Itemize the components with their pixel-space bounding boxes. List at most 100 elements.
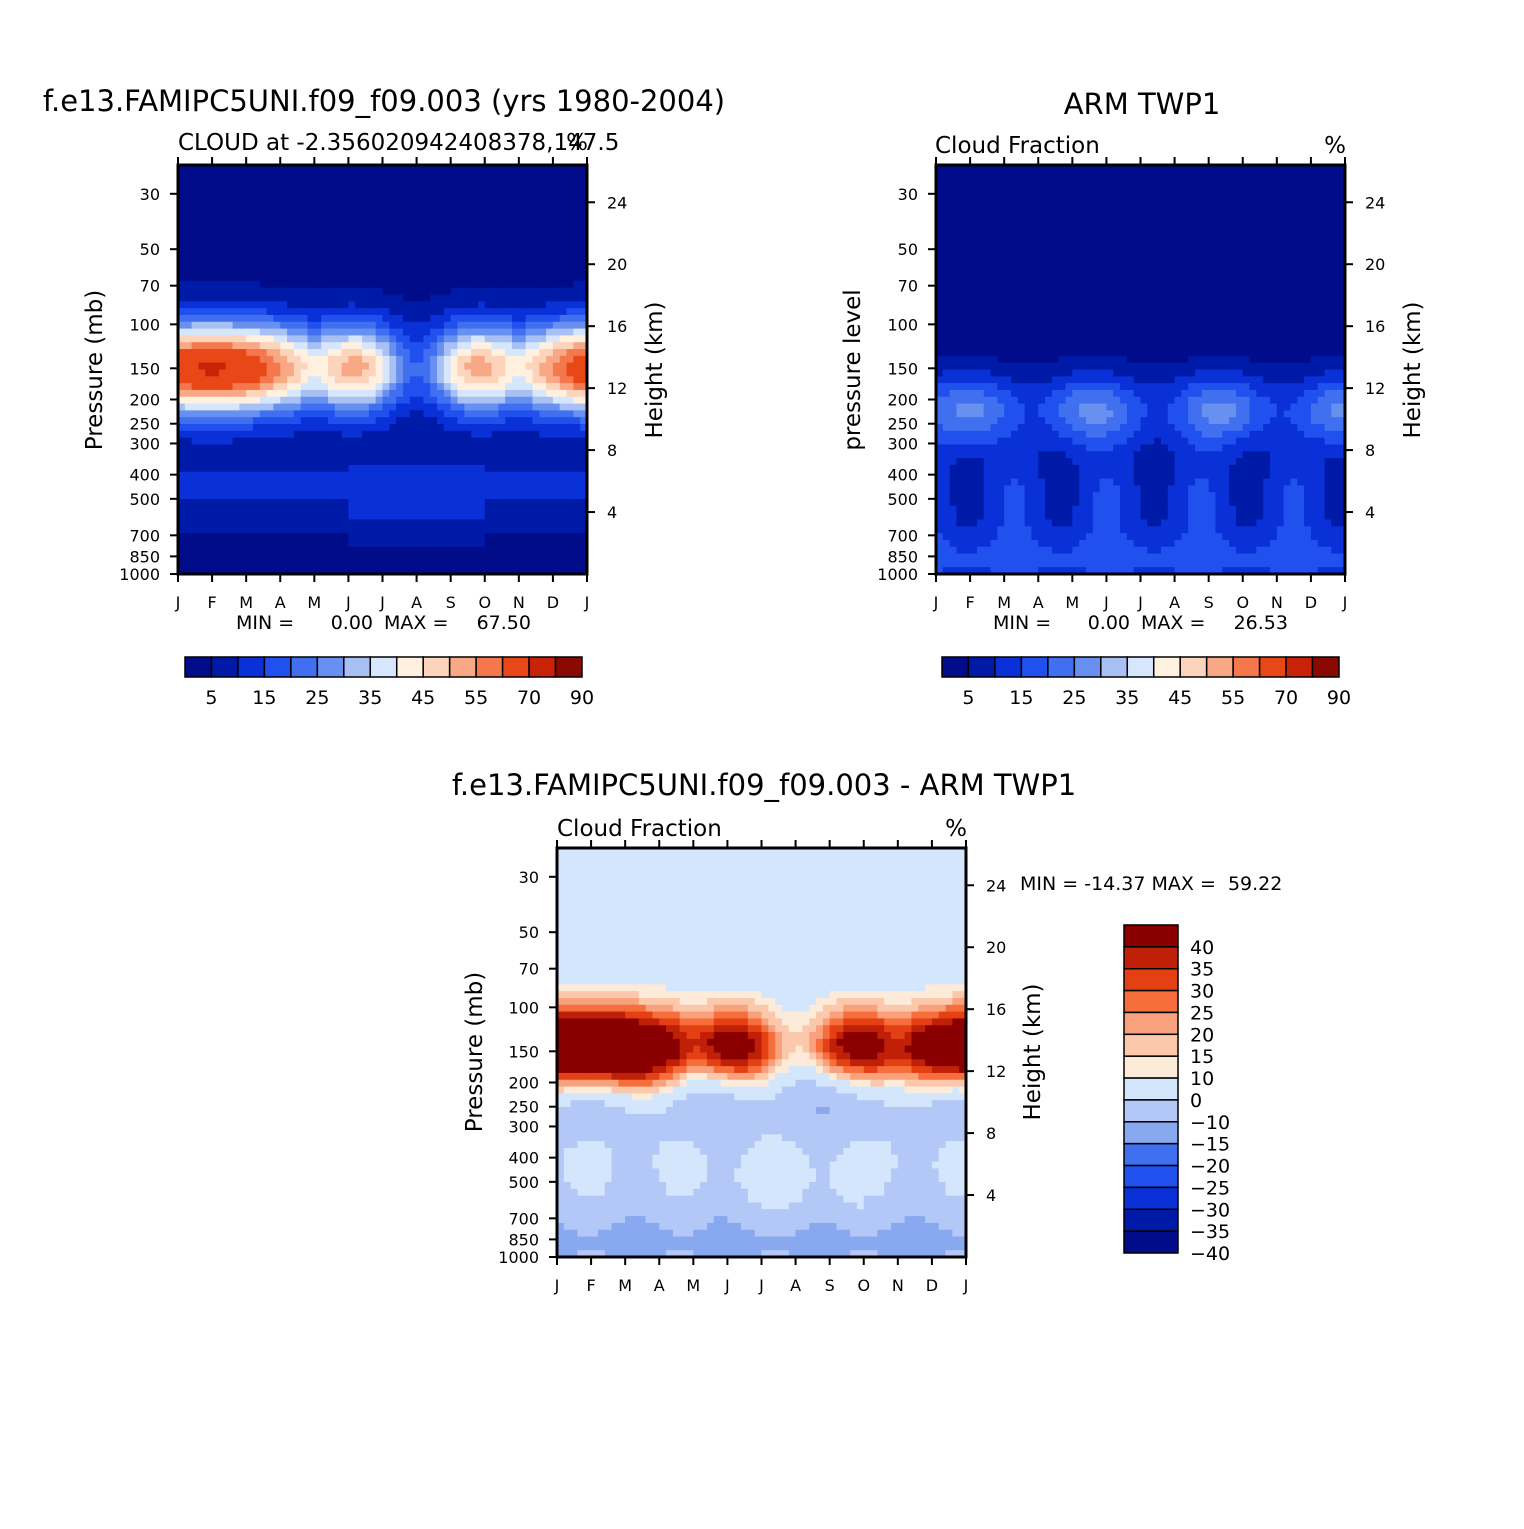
obs-cell	[1085, 308, 1094, 316]
obs-cell	[1154, 287, 1162, 296]
model-cell	[532, 321, 540, 330]
model-cell	[566, 342, 574, 350]
model-cell	[396, 553, 404, 561]
obs-cell	[1106, 178, 1114, 187]
model-cell	[518, 287, 527, 296]
obs-cell	[1201, 205, 1210, 214]
obs-cell	[1004, 165, 1012, 173]
model-cell	[321, 546, 329, 555]
model-cell	[416, 417, 424, 425]
model-cell	[471, 492, 479, 500]
model-cell	[246, 369, 254, 377]
model-cell	[205, 287, 213, 296]
model-cell	[184, 403, 193, 411]
obs-cell	[949, 287, 958, 296]
model-cell	[314, 287, 322, 296]
model-cell	[362, 464, 370, 473]
obs-cell	[1297, 226, 1305, 234]
model-cell	[450, 560, 459, 568]
model-cell	[409, 205, 418, 214]
obs-cell	[1045, 253, 1053, 262]
model-cell	[437, 430, 445, 439]
model-cell	[368, 512, 377, 521]
model-cell	[573, 526, 581, 534]
model-cell	[239, 512, 247, 521]
model-cell	[334, 492, 343, 500]
obs-cell	[1167, 308, 1176, 316]
model-cell	[532, 274, 540, 282]
model-cell	[484, 478, 493, 486]
model-cell	[287, 464, 295, 473]
obs-cell	[1072, 199, 1080, 207]
model-cell	[259, 280, 268, 289]
model-cell	[580, 294, 588, 302]
model-cell	[252, 430, 261, 439]
model-cell	[225, 471, 234, 480]
obs-cell	[1201, 239, 1210, 248]
obs-cell	[1065, 233, 1073, 241]
model-cell	[423, 355, 431, 364]
model-cell	[321, 505, 329, 514]
model-cell	[505, 369, 513, 377]
obs-cell	[976, 205, 985, 214]
obs-cell	[1229, 253, 1237, 262]
model-cell	[280, 246, 288, 255]
model-cell	[477, 205, 486, 214]
model-cell	[450, 403, 459, 411]
model-cell	[191, 369, 200, 377]
model-cell	[566, 205, 574, 214]
model-cell	[232, 471, 240, 480]
obs-cell	[963, 314, 971, 323]
model-cell	[539, 505, 547, 514]
obs-cell	[1276, 219, 1285, 227]
model-cell	[293, 335, 302, 343]
model-cell	[218, 308, 227, 316]
model-cell	[212, 219, 220, 227]
model-cell	[525, 478, 534, 486]
model-cell	[293, 226, 302, 234]
model-cell	[355, 376, 363, 384]
model-cell	[484, 362, 493, 371]
model-cell	[512, 464, 520, 473]
model-cell	[314, 553, 322, 561]
obs-cell	[1256, 192, 1264, 200]
model-cell	[498, 267, 506, 275]
model-cell	[307, 444, 315, 452]
obs-cell	[1147, 219, 1155, 227]
obs-cell	[1031, 212, 1039, 221]
model-cell	[191, 314, 200, 323]
model-cell	[375, 369, 384, 377]
model-cell	[450, 314, 459, 323]
obs-cell	[1024, 287, 1033, 296]
model-cell	[416, 308, 424, 316]
model-cell	[321, 212, 329, 221]
obs-cell	[1310, 205, 1319, 214]
model-cell	[457, 499, 465, 507]
model-cell	[580, 335, 588, 343]
model-cell	[525, 417, 534, 425]
model-cell	[566, 451, 574, 459]
model-cell	[566, 192, 574, 200]
obs-cell	[1242, 280, 1251, 289]
obs-cell	[1085, 233, 1094, 241]
obs-cell	[1229, 267, 1237, 275]
obs-cell	[1133, 212, 1142, 221]
model-cell	[362, 253, 370, 262]
model-cell	[218, 362, 227, 371]
model-cell	[430, 505, 438, 514]
obs-cell	[963, 246, 971, 255]
model-cell	[498, 199, 506, 207]
model-cell	[546, 458, 554, 466]
model-cell	[198, 389, 206, 398]
model-cell	[437, 471, 445, 480]
model-cell	[368, 505, 377, 514]
obs-cell	[1092, 205, 1101, 214]
model-cell	[327, 171, 336, 180]
model-cell	[178, 314, 186, 323]
obs-cell	[1242, 260, 1251, 268]
obs-cell	[949, 239, 958, 248]
model-cell	[368, 492, 377, 500]
model-cell	[178, 369, 186, 377]
obs-cell	[1017, 219, 1026, 227]
model-cell	[191, 294, 200, 302]
